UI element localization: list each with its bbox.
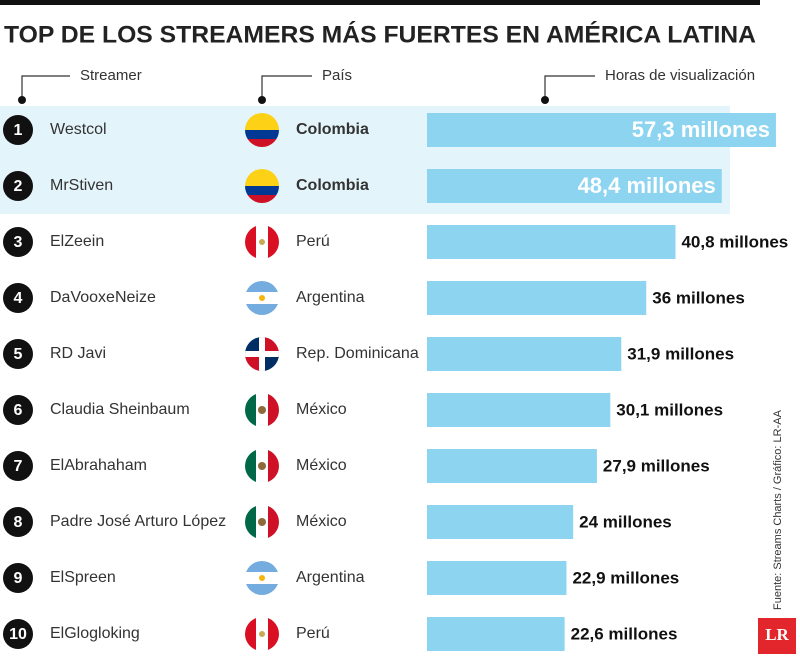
country: Colombia bbox=[296, 121, 369, 138]
bar bbox=[427, 169, 722, 203]
rank-badge bbox=[3, 115, 33, 145]
streamer-name: Westcol bbox=[50, 121, 107, 138]
flag bbox=[245, 617, 279, 651]
country: México bbox=[296, 457, 347, 474]
flag bbox=[245, 169, 279, 203]
value-label: 24 millones bbox=[579, 512, 672, 531]
value-label: 30,1 millones bbox=[616, 400, 723, 419]
flag bbox=[245, 505, 279, 539]
value-label: 22,6 millones bbox=[571, 624, 678, 643]
rank-badge bbox=[3, 227, 33, 257]
rank: 4 bbox=[14, 290, 23, 307]
streamer-name: RD Javi bbox=[50, 345, 106, 362]
flag bbox=[245, 281, 279, 315]
rank-badge bbox=[3, 507, 33, 537]
country: Perú bbox=[296, 233, 330, 250]
bar bbox=[427, 225, 676, 259]
flag bbox=[245, 225, 279, 259]
rank: 9 bbox=[14, 570, 23, 587]
value-label: 36 millones bbox=[652, 288, 745, 307]
flag bbox=[245, 113, 279, 147]
rank-badge bbox=[3, 171, 33, 201]
rank: 3 bbox=[14, 234, 23, 251]
logo: LR bbox=[765, 625, 789, 644]
flags bbox=[245, 113, 279, 651]
bar bbox=[427, 561, 567, 595]
country: Argentina bbox=[296, 289, 365, 306]
bar bbox=[427, 113, 776, 147]
value-label: 27,9 millones bbox=[603, 456, 710, 475]
logo-box bbox=[758, 618, 796, 654]
streamer-name: ElSpreen bbox=[50, 569, 116, 586]
header-dots bbox=[18, 96, 549, 104]
top-rule bbox=[0, 0, 760, 5]
bar bbox=[427, 337, 622, 371]
streamer-name: ElGlogloking bbox=[50, 625, 140, 642]
rank: 6 bbox=[14, 402, 23, 419]
country: Colombia bbox=[296, 177, 369, 194]
rank: 5 bbox=[14, 346, 23, 363]
rank-badge bbox=[3, 451, 33, 481]
source-note: Fuente: Streams Charts / Gráfico: LR-AA bbox=[772, 409, 784, 610]
column-header: País bbox=[322, 67, 352, 84]
country: Perú bbox=[296, 625, 330, 642]
rank-badge bbox=[3, 395, 33, 425]
rank: 1 bbox=[14, 122, 23, 139]
streamer-name: Padre José Arturo López bbox=[50, 513, 226, 530]
rank-badge bbox=[3, 619, 33, 649]
value-label: 48,4 millones bbox=[578, 173, 716, 198]
bar bbox=[427, 505, 574, 539]
rank-badge bbox=[3, 283, 33, 313]
flag bbox=[245, 393, 279, 427]
country: México bbox=[296, 513, 347, 530]
chart-title: TOP DE LOS STREAMERS MÁS FUERTES EN AMÉR… bbox=[4, 20, 756, 48]
streamer-name: ElZeein bbox=[50, 233, 104, 250]
flag bbox=[245, 449, 279, 483]
rank: 7 bbox=[14, 458, 23, 475]
value-label: 57,3 millones bbox=[632, 117, 770, 142]
streamer-name: MrStiven bbox=[50, 177, 113, 194]
country: México bbox=[296, 401, 347, 418]
streamer-name: ElAbrahaham bbox=[50, 457, 147, 474]
bar bbox=[427, 281, 647, 315]
streamer-name: Claudia Sheinbaum bbox=[50, 401, 190, 418]
bar bbox=[427, 449, 597, 483]
rank-badge bbox=[3, 563, 33, 593]
country: Argentina bbox=[296, 569, 365, 586]
column-header: Streamer bbox=[80, 67, 142, 84]
rank: 2 bbox=[14, 178, 23, 195]
rank-badge bbox=[3, 339, 33, 369]
value-label: 22,9 millones bbox=[572, 568, 679, 587]
flag bbox=[245, 561, 279, 595]
column-header: Horas de visualización bbox=[605, 67, 755, 84]
country: Rep. Dominicana bbox=[296, 345, 419, 362]
rank: 10 bbox=[9, 626, 27, 643]
header-connectors bbox=[21, 75, 595, 98]
flag bbox=[245, 337, 279, 371]
value-label: 31,9 millones bbox=[627, 344, 734, 363]
value-label: 40,8 millones bbox=[681, 232, 788, 251]
bar bbox=[427, 617, 565, 651]
rank: 8 bbox=[14, 514, 23, 531]
bar bbox=[427, 393, 611, 427]
streamer-name: DaVooxeNeize bbox=[50, 289, 156, 306]
